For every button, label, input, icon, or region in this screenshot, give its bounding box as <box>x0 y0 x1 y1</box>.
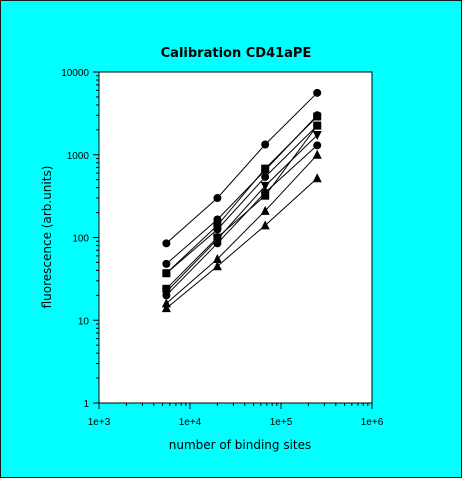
data-point-circle <box>261 172 270 181</box>
series-line <box>166 177 318 309</box>
series-line <box>166 125 318 290</box>
data-point-square <box>162 284 171 293</box>
y-tick-label: 10 <box>78 316 90 327</box>
y-tick-label: 100 <box>72 234 89 245</box>
data-point-circle <box>261 188 270 197</box>
data-point-circle <box>213 239 222 248</box>
data-point-triangle-down <box>312 131 322 141</box>
series <box>161 173 322 313</box>
series-line <box>166 92 318 244</box>
data-point-triangle <box>260 205 270 215</box>
data-point-square <box>261 164 270 173</box>
data-point-triangle <box>161 303 171 313</box>
data-point-triangle <box>161 298 171 308</box>
data-point-circle <box>162 291 171 300</box>
series <box>162 141 322 300</box>
x-tick-label: 1e+3 <box>88 417 111 428</box>
data-point-triangle <box>312 149 322 159</box>
data-point-triangle <box>212 253 222 263</box>
x-tick-label: 1e+4 <box>179 417 202 428</box>
series-line <box>166 154 318 304</box>
chart-title: Calibration CD41aPE <box>161 46 312 61</box>
data-point-circle <box>162 269 171 278</box>
data-point-circle <box>213 194 222 203</box>
series-line <box>166 144 318 296</box>
y-tick-label: 1 <box>83 399 89 410</box>
plot-area <box>98 71 373 404</box>
data-point-triangle <box>212 261 222 271</box>
data-point-triangle <box>312 173 322 183</box>
data-point-circle <box>162 239 171 248</box>
data-point-circle <box>162 259 171 268</box>
series <box>161 149 322 308</box>
data-point-square <box>313 112 322 121</box>
series-line <box>166 125 318 274</box>
y-axis-label: fluorescence (arb.units) <box>40 166 54 309</box>
data-point-square <box>213 233 222 242</box>
series-line <box>166 116 318 274</box>
data-point-triangle <box>260 220 270 230</box>
data-point-triangle-down <box>260 181 270 191</box>
y-tick-label: 1000 <box>67 151 90 162</box>
data-point-square <box>313 121 322 130</box>
x-tick-label: 1e+5 <box>270 417 293 428</box>
data-point-circle <box>261 140 270 149</box>
data-point-circle <box>313 141 322 150</box>
series <box>162 88 322 248</box>
axes: 1e+3 1e+4 1e+5 1e+6 1 10 100 1000 10000 <box>61 68 384 428</box>
data-point-circle <box>213 225 222 234</box>
data-point-circle <box>313 88 322 97</box>
x-axis-label: number of binding sites <box>169 438 312 452</box>
series-layer <box>161 88 322 313</box>
data-point-square <box>213 221 222 230</box>
x-tick-label: 1e+6 <box>361 417 384 428</box>
y-tick-label: 10000 <box>61 68 89 79</box>
